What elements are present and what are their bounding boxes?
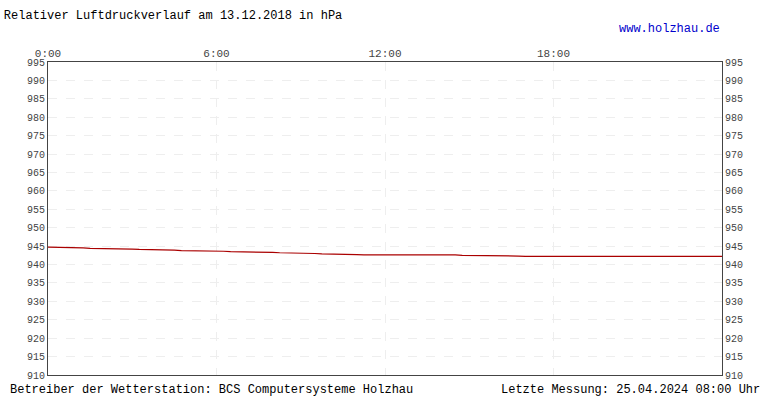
svg-text:960: 960: [725, 186, 743, 197]
svg-text:975: 975: [27, 131, 45, 142]
svg-text:0:00: 0:00: [35, 48, 61, 60]
svg-text:925: 925: [27, 315, 45, 326]
svg-text:www.holzhau.de: www.holzhau.de: [619, 22, 720, 36]
svg-text:980: 980: [725, 113, 743, 124]
svg-text:Letzte Messung: 25.04.2024 08:: Letzte Messung: 25.04.2024 08:00 Uhr: [501, 383, 760, 397]
svg-text:920: 920: [725, 334, 743, 345]
svg-text:960: 960: [27, 186, 45, 197]
svg-text:970: 970: [725, 150, 743, 161]
svg-text:950: 950: [27, 223, 45, 234]
svg-text:985: 985: [725, 94, 743, 105]
svg-text:965: 965: [27, 168, 45, 179]
svg-text:940: 940: [725, 260, 743, 271]
svg-text:18:00: 18:00: [537, 48, 570, 60]
svg-text:930: 930: [27, 297, 45, 308]
svg-text:Relativer Luftdruckverlauf am: Relativer Luftdruckverlauf am 13.12.2018…: [4, 9, 342, 23]
svg-text:950: 950: [725, 223, 743, 234]
svg-text:965: 965: [725, 168, 743, 179]
svg-text:925: 925: [725, 315, 743, 326]
svg-text:945: 945: [725, 242, 743, 253]
svg-text:930: 930: [725, 297, 743, 308]
svg-text:940: 940: [27, 260, 45, 271]
svg-text:945: 945: [27, 242, 45, 253]
svg-text:935: 935: [27, 278, 45, 289]
svg-text:990: 990: [27, 76, 45, 87]
svg-text:920: 920: [27, 334, 45, 345]
svg-text:970: 970: [27, 150, 45, 161]
svg-text:915: 915: [725, 352, 743, 363]
svg-text:985: 985: [27, 94, 45, 105]
svg-text:955: 955: [27, 205, 45, 216]
svg-text:995: 995: [27, 58, 45, 69]
svg-text:915: 915: [27, 352, 45, 363]
svg-text:975: 975: [725, 131, 743, 142]
svg-text:910: 910: [27, 371, 45, 382]
svg-text:990: 990: [725, 76, 743, 87]
svg-text:12:00: 12:00: [368, 48, 401, 60]
svg-text:Betreiber der Wetterstation: B: Betreiber der Wetterstation: BCS Compute…: [10, 383, 413, 397]
svg-text:910: 910: [725, 371, 743, 382]
svg-text:6:00: 6:00: [203, 48, 229, 60]
svg-text:935: 935: [725, 278, 743, 289]
svg-text:955: 955: [725, 205, 743, 216]
svg-text:980: 980: [27, 113, 45, 124]
svg-text:995: 995: [725, 58, 743, 69]
